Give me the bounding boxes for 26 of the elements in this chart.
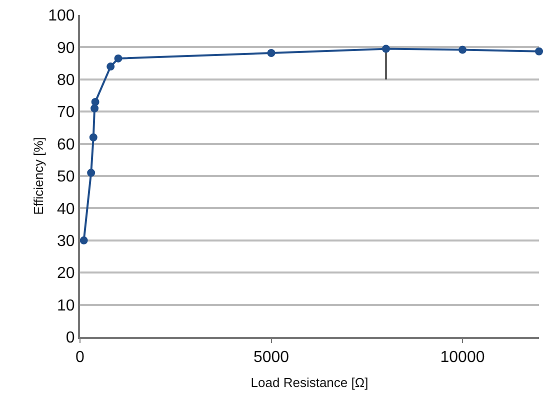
y-tick-label: 80 bbox=[57, 72, 75, 89]
x-tick-label: 5000 bbox=[253, 349, 290, 366]
y-tick-label: 40 bbox=[57, 200, 75, 218]
point bbox=[458, 46, 466, 54]
point bbox=[382, 44, 390, 53]
point bbox=[267, 49, 276, 57]
point bbox=[535, 47, 543, 56]
y-tick-label: 90 bbox=[57, 40, 75, 57]
y-tick-label: 20 bbox=[57, 265, 75, 282]
y-tick-label: 0 bbox=[66, 330, 75, 347]
point bbox=[91, 98, 100, 106]
point bbox=[80, 236, 88, 244]
x-tick-label: 10000 bbox=[440, 349, 485, 366]
point bbox=[89, 133, 98, 142]
y-tick-label: 70 bbox=[57, 104, 75, 122]
point bbox=[106, 62, 115, 71]
y-tick-label: 30 bbox=[57, 233, 75, 250]
point bbox=[87, 168, 96, 177]
y-tick-label: 60 bbox=[57, 136, 75, 154]
point bbox=[114, 54, 122, 62]
point bbox=[90, 104, 99, 112]
x-axis-title: Load Resistance [Ω] bbox=[250, 375, 368, 390]
y-tick-label: 100 bbox=[48, 8, 75, 25]
y-tick-label: 10 bbox=[57, 297, 75, 314]
y-axis-title: Efficiency [%] bbox=[31, 137, 46, 215]
y-tick-label: 50 bbox=[57, 168, 75, 186]
